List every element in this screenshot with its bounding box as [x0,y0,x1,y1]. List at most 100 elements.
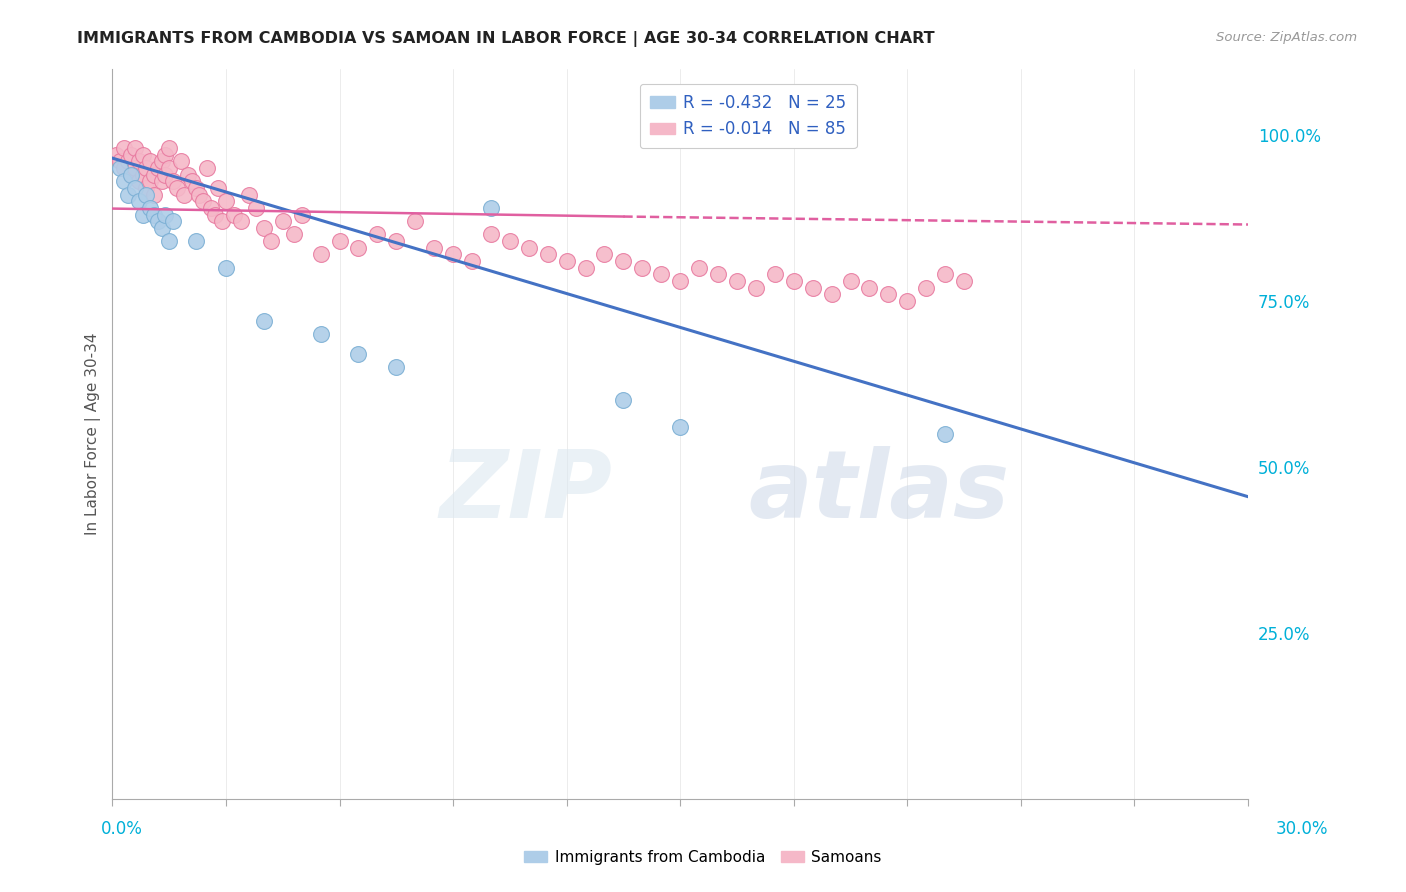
Point [135,187,157,202]
Point [517,241,540,255]
Point [112,161,135,175]
Y-axis label: In Labor Force | Age 30-34: In Labor Force | Age 30-34 [86,333,101,535]
Point [131,208,153,222]
Point [820,287,842,301]
Point [173,187,195,202]
Point [555,254,578,268]
Point [180,174,202,188]
Point [441,247,464,261]
Point [128,174,150,188]
Point [934,426,956,441]
Point [184,234,207,248]
Point [783,274,806,288]
Point [858,280,880,294]
Point [385,360,408,375]
Point [207,181,229,195]
Point [117,187,139,202]
Text: 0.0%: 0.0% [101,820,143,838]
Point [124,161,146,175]
Text: IMMIGRANTS FROM CAMBODIA VS SAMOAN IN LABOR FORCE | AGE 30-34 CORRELATION CHART: IMMIGRANTS FROM CAMBODIA VS SAMOAN IN LA… [77,31,935,47]
Point [124,141,146,155]
Point [707,268,730,282]
Point [745,280,768,294]
Point [253,220,276,235]
Point [366,227,388,242]
Point [669,420,692,434]
Point [143,208,166,222]
Point [120,168,142,182]
Text: atlas: atlas [748,446,1010,538]
Point [309,247,332,261]
Point [105,148,128,162]
Point [328,234,350,248]
Point [200,201,222,215]
Point [215,194,238,209]
Point [184,181,207,195]
Point [688,260,710,275]
Point [229,214,252,228]
Point [385,234,408,248]
Point [143,187,166,202]
Point [146,214,169,228]
Point [155,208,177,222]
Point [188,187,211,202]
Point [953,274,976,288]
Point [309,326,332,341]
Point [166,181,188,195]
Point [222,208,245,222]
Point [499,234,522,248]
Legend: R = -0.432   N = 25, R = -0.014   N = 85: R = -0.432 N = 25, R = -0.014 N = 85 [640,84,856,148]
Point [162,214,184,228]
Point [117,154,139,169]
Point [896,293,918,308]
Point [839,274,862,288]
Point [157,234,180,248]
Text: Source: ZipAtlas.com: Source: ZipAtlas.com [1216,31,1357,45]
Point [150,154,173,169]
Point [108,161,131,175]
Point [291,208,314,222]
Point [461,254,484,268]
Point [177,168,200,182]
Point [215,260,238,275]
Point [139,201,162,215]
Point [131,168,153,182]
Point [593,247,616,261]
Point [155,168,177,182]
Point [193,194,215,209]
Point [934,268,956,282]
Point [131,148,153,162]
Point [915,280,938,294]
Point [283,227,305,242]
Text: ZIP: ZIP [439,446,612,538]
Point [128,194,150,209]
Point [612,393,634,408]
Point [157,161,180,175]
Legend: Immigrants from Cambodia, Samoans: Immigrants from Cambodia, Samoans [519,844,887,871]
Point [479,201,502,215]
Point [245,201,267,215]
Point [150,174,173,188]
Point [404,214,426,228]
Point [574,260,596,275]
Point [124,181,146,195]
Point [135,181,157,195]
Point [631,260,654,275]
Point [260,234,283,248]
Point [143,168,166,182]
Point [157,141,180,155]
Point [253,314,276,328]
Point [479,227,502,242]
Point [271,214,294,228]
Point [877,287,900,301]
Point [139,174,162,188]
Point [347,241,370,255]
Point [162,174,184,188]
Point [135,161,157,175]
Point [801,280,824,294]
Point [204,208,226,222]
Point [238,187,260,202]
Point [150,220,173,235]
Point [112,141,135,155]
Point [112,174,135,188]
